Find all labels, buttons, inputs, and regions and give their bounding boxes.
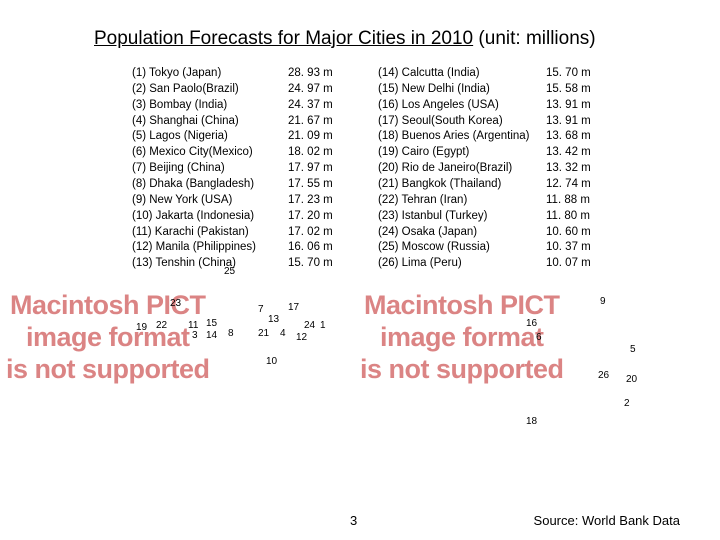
scatter-label: 26: [598, 370, 609, 381]
scatter-label: 16: [526, 318, 537, 329]
list-item: (25) Moscow (Russia): [378, 240, 546, 256]
list-item: 17. 55 m: [288, 177, 358, 193]
scatter-label: 6: [536, 332, 542, 343]
title-main: Population Forecasts for Major Cities in…: [94, 28, 473, 49]
list-item: (19) Cairo (Egypt): [378, 145, 546, 161]
column-left: (1) Tokyo (Japan)(2) San Paolo(Brazil)(3…: [132, 66, 358, 272]
list-item: (7) Beijing (China): [132, 161, 288, 177]
scatter-label: 1: [320, 320, 326, 331]
list-item: 21. 09 m: [288, 129, 358, 145]
scatter-label: 13: [268, 314, 279, 325]
scatter-label: 8: [228, 328, 234, 339]
list-item: (14) Calcutta (India): [378, 66, 546, 82]
list-item: 10. 07 m: [546, 256, 606, 272]
data-columns: (1) Tokyo (Japan)(2) San Paolo(Brazil)(3…: [132, 66, 672, 272]
scatter-label: 24: [304, 320, 315, 331]
list-item: 13. 42 m: [546, 145, 606, 161]
list-item: 10. 37 m: [546, 240, 606, 256]
column-right: (14) Calcutta (India)(15) New Delhi (Ind…: [378, 66, 606, 272]
list-item: (24) Osaka (Japan): [378, 225, 546, 241]
list-item: 15. 70 m: [288, 256, 358, 272]
list-item: 18. 02 m: [288, 145, 358, 161]
list-item: 17. 02 m: [288, 225, 358, 241]
list-item: (20) Rio de Janeiro(Brazil): [378, 161, 546, 177]
list-item: 17. 23 m: [288, 193, 358, 209]
right-labels: (14) Calcutta (India)(15) New Delhi (Ind…: [378, 66, 546, 272]
scatter-label: 18: [526, 416, 537, 427]
scatter-label: 10: [266, 356, 277, 367]
page-number: 3: [350, 513, 357, 528]
list-item: 10. 60 m: [546, 225, 606, 241]
list-item: (11) Karachi (Pakistan): [132, 225, 288, 241]
scatter-label: 5: [630, 344, 636, 355]
pict-right: Macintosh PICTimage formatis not support…: [360, 290, 564, 386]
scatter-label: 15: [206, 318, 217, 329]
list-item: 13. 91 m: [546, 114, 606, 130]
left-labels: (1) Tokyo (Japan)(2) San Paolo(Brazil)(3…: [132, 66, 288, 272]
right-values: 15. 70 m15. 58 m13. 91 m13. 91 m13. 68 m…: [546, 66, 606, 272]
list-item: (6) Mexico City(Mexico): [132, 145, 288, 161]
scatter-label: 22: [156, 320, 167, 331]
list-item: 28. 93 m: [288, 66, 358, 82]
list-item: 24. 37 m: [288, 98, 358, 114]
list-item: 17. 20 m: [288, 209, 358, 225]
list-item: 21. 67 m: [288, 114, 358, 130]
list-item: 15. 70 m: [546, 66, 606, 82]
scatter-label: 17: [288, 302, 299, 313]
list-item: (5) Lagos (Nigeria): [132, 129, 288, 145]
list-item: 13. 91 m: [546, 98, 606, 114]
title-unit: (unit: millions): [473, 28, 595, 49]
list-item: 12. 74 m: [546, 177, 606, 193]
list-item: (2) San Paolo(Brazil): [132, 82, 288, 98]
scatter-label: 12: [296, 332, 307, 343]
scatter-label: 2: [624, 398, 630, 409]
list-item: 11. 88 m: [546, 193, 606, 209]
list-item: 11. 80 m: [546, 209, 606, 225]
scatter-label: 23: [170, 298, 181, 309]
pict-region: Macintosh PICTimage formatis not support…: [0, 290, 720, 470]
list-item: 13. 68 m: [546, 129, 606, 145]
page-title: Population Forecasts for Major Cities in…: [94, 28, 596, 50]
scatter-label: 14: [206, 330, 217, 341]
scatter-label: 21: [258, 328, 269, 339]
scatter-label: 4: [280, 328, 286, 339]
list-item: (4) Shanghai (China): [132, 114, 288, 130]
scatter-label: 7: [258, 304, 264, 315]
list-item: (1) Tokyo (Japan): [132, 66, 288, 82]
list-item: (15) New Delhi (India): [378, 82, 546, 98]
scatter-label: 20: [626, 374, 637, 385]
list-item: (26) Lima (Peru): [378, 256, 546, 272]
scatter-label: 9: [600, 296, 606, 307]
list-item: (18) Buenos Aries (Argentina): [378, 129, 546, 145]
list-item: 13. 32 m: [546, 161, 606, 177]
list-item: (23) Istanbul (Turkey): [378, 209, 546, 225]
list-item: (9) New York (USA): [132, 193, 288, 209]
list-item: 15. 58 m: [546, 82, 606, 98]
list-item: (16) Los Angeles (USA): [378, 98, 546, 114]
list-item: 24. 97 m: [288, 82, 358, 98]
scatter-label: 25: [224, 266, 235, 277]
list-item: 16. 06 m: [288, 240, 358, 256]
list-item: (8) Dhaka (Bangladesh): [132, 177, 288, 193]
scatter-label: 3: [192, 330, 198, 341]
list-item: (17) Seoul(South Korea): [378, 114, 546, 130]
list-item: (10) Jakarta (Indonesia): [132, 209, 288, 225]
list-item: (13) Tenshin (China): [132, 256, 288, 272]
left-values: 28. 93 m24. 97 m24. 37 m21. 67 m21. 09 m…: [288, 66, 358, 272]
scatter-label: 19: [136, 322, 147, 333]
list-item: (12) Manila (Philippines): [132, 240, 288, 256]
list-item: (22) Tehran (Iran): [378, 193, 546, 209]
list-item: 17. 97 m: [288, 161, 358, 177]
list-item: (21) Bangkok (Thailand): [378, 177, 546, 193]
list-item: (3) Bombay (India): [132, 98, 288, 114]
source-text: Source: World Bank Data: [534, 513, 680, 528]
